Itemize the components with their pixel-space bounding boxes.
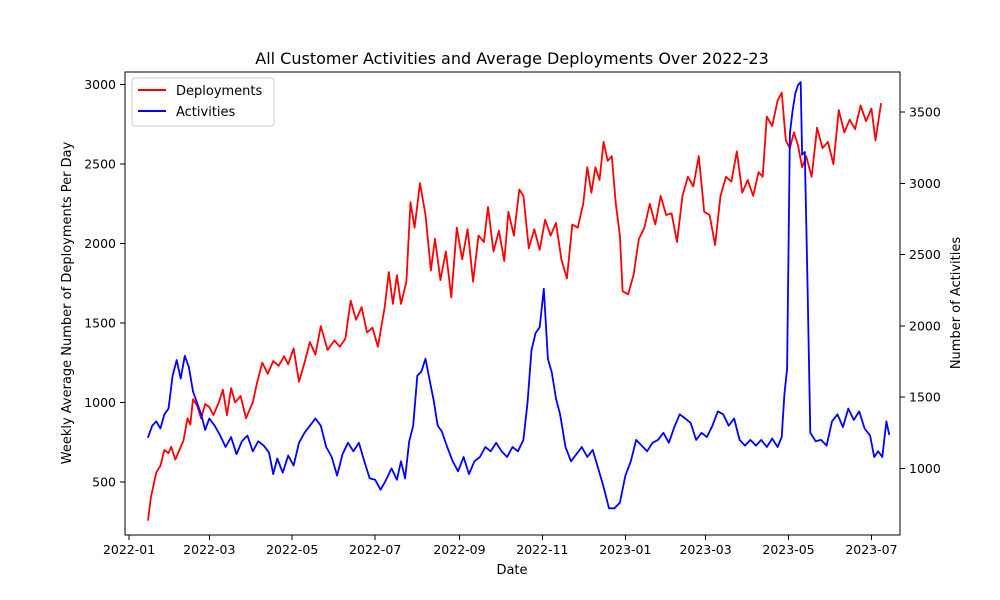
legend: Deployments Activities [131, 77, 275, 127]
y-left-tick-label-1000: 1000 [84, 395, 116, 410]
legend-label-deployments: Deployments [176, 84, 263, 99]
y-axis-left-title: Weekly Average Number of Deployments Per… [60, 141, 75, 464]
y-right-tick-label-1500: 1500 [909, 390, 941, 405]
y-left-tick-label-500: 500 [92, 474, 116, 489]
chart-title: All Customer Activities and Average Depl… [255, 49, 769, 68]
x-tick-label-2022-09: 2022-09 [433, 542, 485, 557]
plot-frame [124, 71, 901, 536]
y-right-tick-label-3000: 3000 [909, 176, 941, 191]
x-tick-label-2023-03: 2023-03 [679, 542, 731, 557]
y-axis-left: 500 1000 1500 2000 2500 3000 [84, 77, 125, 489]
legend-box [131, 77, 275, 127]
x-axis: 2022-01 2022-03 2022-05 2022-07 2022-09 2022-… [103, 535, 898, 557]
y-right-tick-label-2500: 2500 [909, 247, 941, 262]
legend-label-activities: Activities [176, 105, 236, 120]
x-tick-label-2022-11: 2022-11 [516, 542, 568, 557]
y-right-tick-label-1000: 1000 [909, 461, 941, 476]
y-left-tick-label-2500: 2500 [84, 157, 116, 172]
y-left-tick-label-1500: 1500 [84, 315, 116, 330]
series-line-deployments [147, 91, 882, 521]
x-tick-label-2022-05: 2022-05 [266, 542, 318, 557]
x-tick-label-2022-01: 2022-01 [103, 542, 155, 557]
y-axis-right-title: Number of Activities [949, 237, 964, 370]
x-tick-label-2022-07: 2022-07 [349, 542, 401, 557]
y-right-tick-label-2000: 2000 [909, 318, 941, 333]
series-layer [147, 81, 890, 521]
x-tick-label-2023-01: 2023-01 [599, 542, 651, 557]
y-axis-right: 1000 1500 2000 2500 3000 3500 [900, 105, 941, 476]
y-right-tick-label-3500: 3500 [909, 105, 941, 120]
x-axis-title: Date [496, 563, 527, 578]
x-tick-label-2022-03: 2022-03 [183, 542, 235, 557]
series-line-activities [147, 81, 890, 510]
x-tick-label-2023-05: 2023-05 [762, 542, 814, 557]
y-left-tick-label-3000: 3000 [84, 77, 116, 92]
y-left-tick-label-2000: 2000 [84, 236, 116, 251]
x-tick-label-2023-07: 2023-07 [845, 542, 897, 557]
